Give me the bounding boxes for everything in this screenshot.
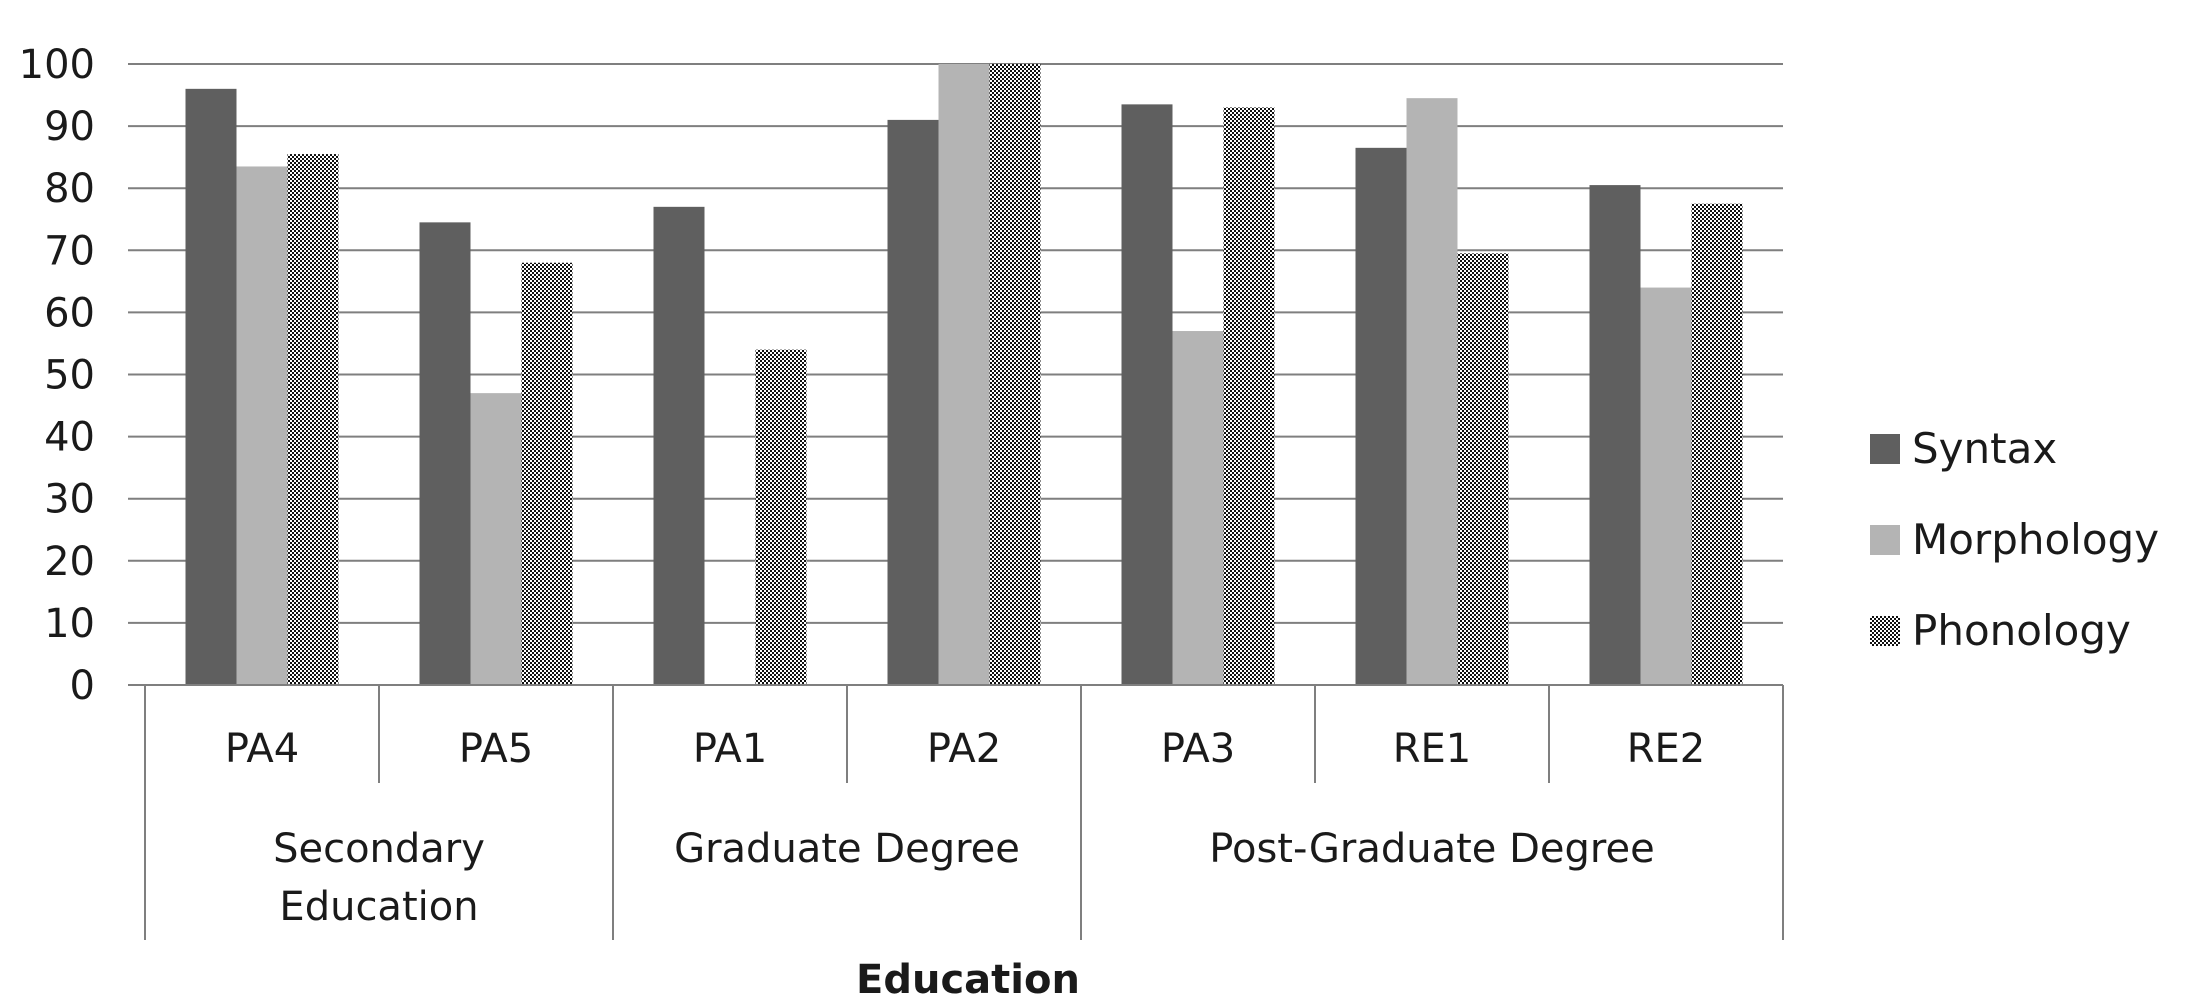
bar-phonology-re1 — [1457, 253, 1509, 685]
bar-morphology-pa4 — [236, 166, 288, 686]
bar-morphology-pa5 — [470, 393, 522, 685]
bar-syntax-pa3 — [1121, 104, 1173, 686]
legend-label-syntax: Syntax — [1912, 424, 2057, 473]
y-tick-label: 80 — [44, 166, 95, 212]
bar-phonology-pa5 — [521, 262, 573, 685]
x-group-label: Education — [279, 884, 478, 930]
y-tick-label: 20 — [44, 539, 95, 585]
bar-phonology-pa4 — [287, 154, 339, 686]
bar-phonology-pa2 — [989, 64, 1041, 685]
legend-swatch-phonology — [1870, 616, 1900, 646]
bar-morphology-pa3 — [1172, 331, 1224, 685]
y-tick-label: 70 — [44, 228, 95, 274]
y-tick-label: 40 — [44, 415, 95, 461]
x-category-label: PA5 — [459, 726, 533, 772]
x-group-label: Post-Graduate Degree — [1209, 826, 1654, 872]
bar-morphology-re2 — [1640, 287, 1692, 685]
x-category-label: PA3 — [1161, 726, 1235, 772]
x-axis-title: Education — [856, 957, 1080, 1002]
bar-morphology-re1 — [1406, 98, 1458, 685]
x-category-label: PA1 — [693, 726, 767, 772]
x-axis: PA4 PA5 PA1 PA2 PA3 RE1 RE2 Secondary Education G… — [144, 684, 1784, 940]
x-category-label: PA4 — [225, 726, 299, 772]
bar-phonology-pa3 — [1223, 107, 1275, 686]
x-category-label: PA2 — [927, 726, 1001, 772]
bar-syntax-pa1 — [653, 206, 705, 685]
bar-syntax-pa4 — [185, 88, 237, 686]
y-tick-label: 10 — [44, 601, 95, 647]
y-axis-ticks: 0 10 20 30 40 50 60 70 80 90 100 — [19, 42, 95, 709]
y-tick-label: 30 — [44, 477, 95, 523]
legend-swatch-syntax — [1870, 434, 1900, 464]
bar-syntax-pa2 — [887, 119, 939, 685]
legend-label-morphology: Morphology — [1912, 515, 2159, 564]
legend-swatch-morphology — [1870, 525, 1900, 555]
y-tick-label: 100 — [19, 42, 95, 88]
x-category-label: RE2 — [1627, 726, 1706, 772]
y-tick-label: 50 — [44, 353, 95, 399]
y-tick-label: 60 — [44, 290, 95, 336]
y-tick-label: 90 — [44, 104, 95, 150]
bar-syntax-pa5 — [419, 222, 471, 686]
x-category-label: RE1 — [1393, 726, 1472, 772]
bar-phonology-pa1 — [755, 349, 807, 685]
bar-syntax-re2 — [1589, 185, 1641, 685]
legend: Syntax Morphology Phonology — [1870, 424, 2159, 655]
y-tick-label: 0 — [70, 663, 95, 709]
legend-label-phonology: Phonology — [1912, 606, 2131, 655]
bar-morphology-pa2 — [938, 64, 990, 685]
bars — [185, 64, 1743, 686]
bar-phonology-re2 — [1691, 203, 1743, 685]
x-group-label: Graduate Degree — [674, 826, 1020, 872]
bar-syntax-re1 — [1355, 147, 1407, 685]
x-group-label: Secondary — [273, 826, 485, 872]
